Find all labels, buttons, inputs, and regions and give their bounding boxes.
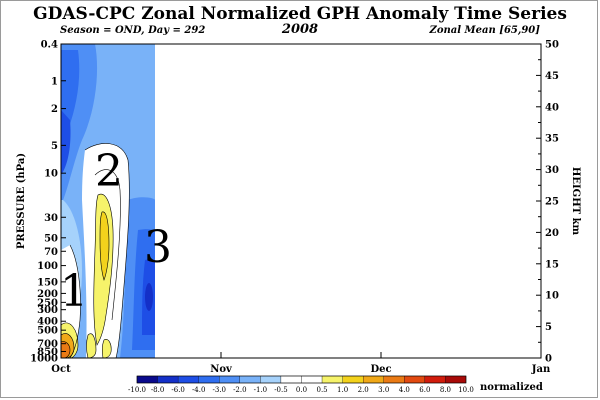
colorbar-tick-label: 4.0	[399, 386, 410, 394]
colorbar-tick-label: -6.0	[171, 386, 185, 394]
pressure-tick-label: 1000	[30, 354, 58, 365]
time-axis: Oct Nov Dec Jan	[51, 352, 551, 375]
colorbar-swatch	[177, 375, 199, 384]
pressure-axis-label: PRESSURE (hPa)	[16, 153, 27, 249]
anomaly-field	[61, 44, 155, 358]
colorbar-tick-label: 6.0	[419, 386, 430, 394]
colorbar-tick-label: 10.0	[458, 386, 474, 394]
height-tick-label: 50	[545, 40, 559, 51]
annotation-3: 3	[144, 222, 172, 273]
colorbar-label: normalized	[480, 382, 543, 393]
colorbar-swatch	[321, 375, 343, 384]
colorbar-swatch	[280, 375, 302, 384]
time-tick-label: Dec	[370, 364, 391, 375]
pressure-tick-label: 70	[44, 247, 58, 258]
season-label: Season = OND, Day = 292	[60, 25, 206, 36]
time-tick-label: Oct	[51, 364, 71, 375]
annotation-1: 1	[60, 266, 88, 317]
chart-title: GDAS-CPC Zonal Normalized GPH Anomaly Ti…	[33, 4, 567, 24]
height-tick-label: 30	[545, 165, 559, 176]
pressure-tick-label: 200	[37, 289, 58, 300]
colorbar-tick-label: -2.0	[233, 386, 247, 394]
pressure-tick-label: 300	[37, 305, 58, 316]
year-label: 2008	[281, 22, 319, 37]
colorbar-swatch	[404, 375, 426, 384]
colorbar-outline	[136, 375, 467, 384]
pressure-tick-label: 5	[51, 141, 58, 152]
colorbar-tick-label: 2.0	[358, 386, 369, 394]
pressure-tick-label: 500	[37, 326, 58, 337]
height-tick-label: 35	[545, 134, 559, 145]
pressure-tick-label: 50	[44, 233, 58, 244]
height-tick-label: 45	[545, 71, 559, 82]
colorbar-swatch	[260, 375, 282, 384]
height-tick-label: 40	[545, 102, 559, 113]
pressure-tick-label: 0.4	[41, 40, 58, 51]
colorbar-tick-label: -1.0	[254, 386, 268, 394]
height-tick-label: 25	[545, 197, 559, 208]
colorbar-swatch	[157, 375, 179, 384]
colorbar-tick-label: 1.0	[337, 386, 348, 394]
colorbar-tick-label: 0.0	[296, 386, 307, 394]
colorbar-tick-label: -8.0	[151, 386, 165, 394]
pressure-tick-label: 10	[44, 169, 58, 180]
colorbar-swatch	[301, 375, 323, 384]
colorbar-tick-label: -3.0	[213, 386, 227, 394]
colorbar-tick-label: -0.5	[274, 386, 288, 394]
colorbar: -10.0 -8.0 -6.0 -4.0 -3.0 -2.0 -1.0 -0.5 0.0 0.5 1…	[128, 375, 474, 394]
colorbar-tick-label: -4.0	[192, 386, 206, 394]
colorbar-swatch	[239, 375, 261, 384]
pressure-tick-label: 700	[37, 339, 58, 350]
height-tick-label: 15	[545, 259, 559, 270]
height-tick-label: 20	[545, 228, 559, 239]
pressure-tick-label: 30	[44, 213, 58, 224]
colorbar-swatch	[424, 375, 446, 384]
pressure-tick-label: 2	[51, 104, 58, 115]
colorbar-tick-label: 8.0	[440, 386, 451, 394]
colorbar-swatch	[445, 375, 467, 384]
height-tick-label: 0	[545, 354, 552, 365]
pressure-tick-label: 100	[37, 261, 58, 272]
colorbar-swatch	[198, 375, 220, 384]
colorbar-swatch	[363, 375, 384, 384]
pressure-tick-label: 150	[37, 277, 58, 288]
pressure-tick-label: 250	[37, 298, 58, 309]
colorbar-tick-label: -10.0	[128, 386, 146, 394]
height-axis-label: HEIGHT km	[570, 167, 581, 236]
time-tick-label: Jan	[531, 364, 551, 375]
pressure-tick-label: 1	[51, 76, 58, 87]
pressure-tick-label: 850	[37, 347, 58, 358]
height-tick-label: 10	[545, 291, 559, 302]
height-axis: 0 5 10 15 20 25 30 35 40 45 50	[536, 40, 559, 365]
zonal-mean-label: Zonal Mean [65,90]	[429, 25, 540, 36]
time-tick-label: Nov	[210, 364, 233, 375]
colorbar-tick-label: 3.0	[378, 386, 389, 394]
pressure-tick-label: 400	[37, 317, 58, 328]
height-tick-label: 5	[545, 322, 552, 333]
colorbar-swatch	[342, 375, 364, 384]
colorbar-swatch	[383, 375, 405, 384]
colorbar-tick-label: 0.5	[316, 386, 327, 394]
colorbar-swatch	[219, 375, 240, 384]
colorbar-swatch	[136, 375, 158, 384]
annotation-2: 2	[95, 146, 123, 197]
